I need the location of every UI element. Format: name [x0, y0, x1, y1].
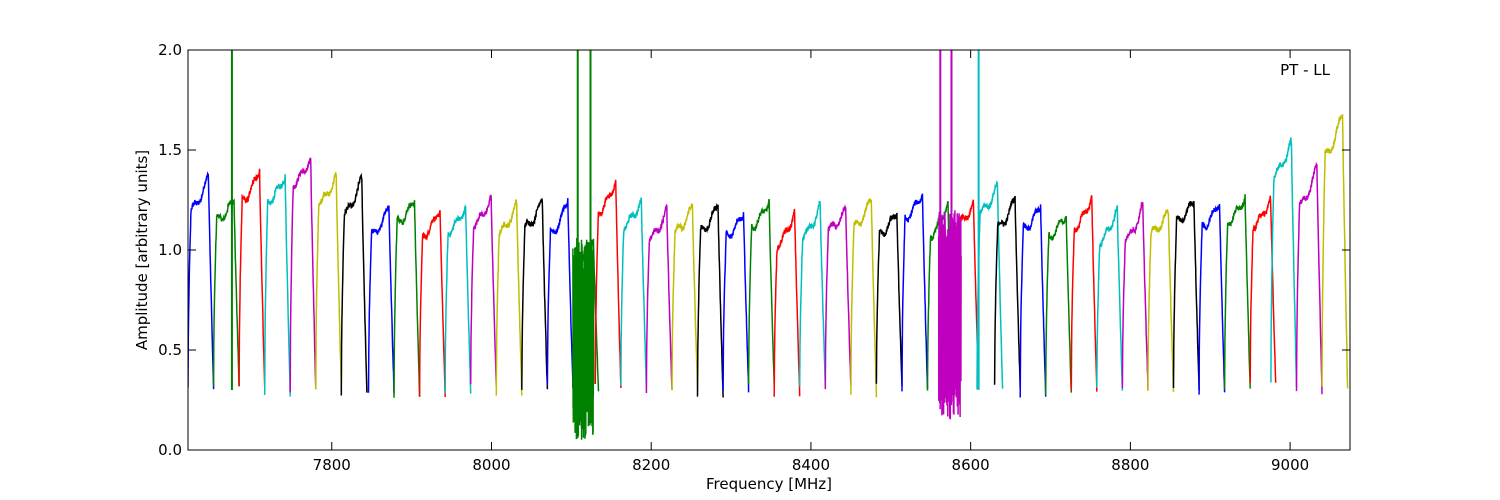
channel-line — [212, 198, 240, 387]
channel-line — [722, 212, 750, 393]
x-tick-label: 8200 — [632, 456, 670, 474]
channel-line — [773, 208, 801, 397]
channel-line — [976, 180, 1004, 390]
channel-line — [521, 198, 549, 390]
y-tick-label: 1.5 — [158, 141, 182, 159]
channel-line — [444, 204, 472, 394]
channel-line — [1172, 200, 1200, 391]
channel-line — [1321, 114, 1349, 389]
channel-line — [594, 179, 622, 389]
channel-line — [263, 174, 291, 397]
channel-line — [1147, 209, 1175, 392]
y-axis-label: Amplitude [arbitrary units] — [133, 150, 151, 350]
channel-line — [645, 204, 673, 394]
channel-line — [315, 172, 343, 392]
channel-line — [1198, 203, 1226, 395]
x-axis-label: Frequency [MHz] — [706, 475, 832, 493]
channel-line — [546, 198, 574, 388]
channel-line — [188, 171, 215, 390]
channel-line — [901, 193, 929, 392]
x-tick-label: 8400 — [792, 456, 830, 474]
baseline-annotation: PT - LL — [1280, 61, 1331, 79]
x-tick-label: 8800 — [1111, 456, 1149, 474]
channel-line — [798, 200, 827, 387]
x-tick-label: 7800 — [313, 456, 351, 474]
channel-line — [620, 197, 648, 388]
channel-line — [993, 195, 1021, 390]
channel-line — [1121, 201, 1149, 390]
channel-line — [1019, 204, 1047, 398]
channel-line — [824, 204, 852, 390]
x-tick-label: 9000 — [1271, 456, 1309, 474]
channel-line — [418, 209, 446, 398]
channel-line — [469, 194, 498, 387]
y-tick-label: 1.0 — [158, 241, 182, 259]
channel-line — [1249, 195, 1277, 384]
y-tick-label: 0.0 — [158, 441, 182, 459]
channel-line — [238, 168, 266, 387]
channel-line — [696, 202, 724, 398]
y-tick-label: 2.0 — [158, 41, 182, 59]
rfi-burst — [937, 210, 962, 420]
y-axis-ticks: 0.0 0.5 1.0 1.5 2.0 — [158, 41, 1350, 459]
channel-line — [367, 205, 395, 394]
channel-line — [1295, 161, 1323, 395]
channel-line — [393, 200, 421, 398]
x-tick-label: 8600 — [952, 456, 990, 474]
y-tick-label: 0.5 — [158, 341, 182, 359]
channel-line — [1070, 195, 1098, 392]
channel-line — [671, 203, 699, 391]
x-axis-ticks: 7800 8000 8200 8400 8600 8800 9000 — [313, 50, 1309, 474]
channel-line — [289, 157, 317, 393]
channel-line — [1096, 205, 1124, 391]
channel-line — [1044, 215, 1073, 396]
channel-line — [850, 198, 878, 398]
channel-line — [875, 212, 903, 386]
channel-line — [340, 172, 368, 396]
x-tick-label: 8000 — [472, 456, 510, 474]
channel-line — [747, 198, 775, 386]
channel-line — [1223, 194, 1251, 390]
channel-line — [495, 199, 523, 396]
channel-line — [1270, 137, 1298, 387]
series-layer — [188, 50, 1349, 440]
